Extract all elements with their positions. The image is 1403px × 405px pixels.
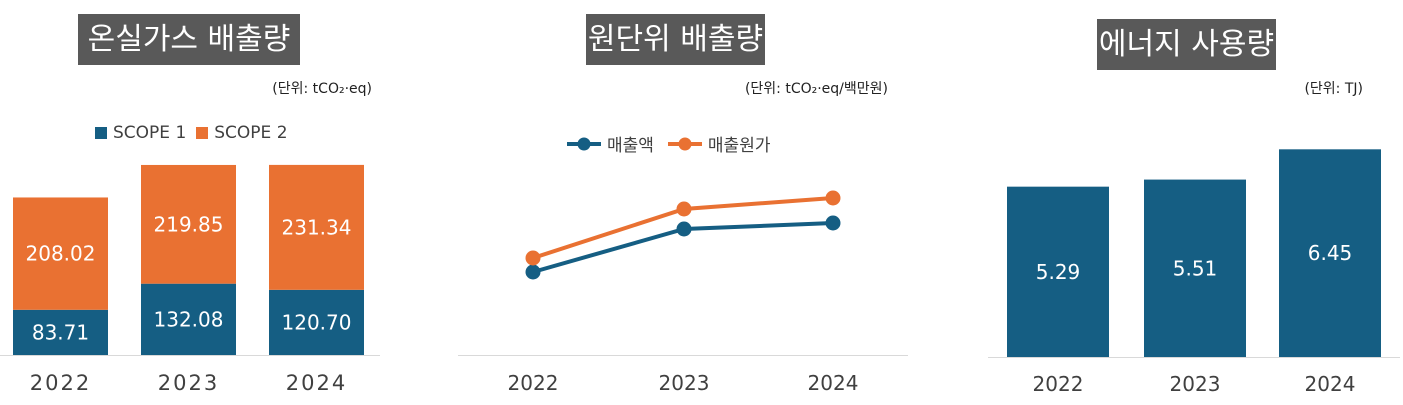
ghg-xtick-2024: 2024 [286, 371, 347, 395]
energy-xtick-2024: 2024 [1305, 372, 1356, 396]
point-sales-2023 [676, 221, 692, 237]
sales-legend-marker [567, 137, 601, 150]
point-cogs-2022 [525, 250, 541, 266]
intensity-xtick-2022: 2022 [508, 371, 559, 395]
bar-scope2-2023 [141, 164, 236, 284]
label-energy-2024: 6.45 [1308, 241, 1353, 265]
bar-scope1-2022 [13, 309, 108, 355]
bar-scope2-2022 [13, 197, 108, 310]
bar-scope2-2024 [269, 164, 364, 290]
bar-energy-2023 [1144, 179, 1246, 357]
label-scope1-2023: 132.08 [154, 307, 224, 331]
legend-scope2: SCOPE 2 [214, 123, 288, 143]
legend-sales: 매출액 [607, 136, 654, 156]
point-cogs-2024 [825, 190, 841, 206]
bar-energy-2024 [1279, 149, 1381, 357]
label-scope1-2024: 120.70 [282, 310, 352, 334]
ghg-unit: (단위: tCO₂·eq) [272, 81, 372, 97]
intensity-xtick-2023: 2023 [659, 371, 710, 395]
bar-scope1-2023 [141, 283, 236, 355]
scope1-swatch [95, 127, 107, 139]
label-scope2-2024: 231.34 [282, 215, 352, 239]
energy-unit: (단위: TJ) [1304, 81, 1363, 97]
intensity-xtick-2024: 2024 [808, 371, 859, 395]
label-energy-2023: 5.51 [1173, 256, 1218, 280]
intensity-unit: (단위: tCO₂·eq/백만원) [744, 81, 888, 97]
bar-scope1-2024 [269, 289, 364, 355]
legend-cogs: 매출원가 [707, 136, 771, 156]
intensity-legend: 매출액 매출원가 [567, 131, 770, 156]
ghg-xtick-2023: 2023 [158, 371, 219, 395]
label-scope1-2022: 83.71 [32, 320, 89, 344]
label-scope2-2022: 208.02 [26, 242, 96, 266]
energy-title: 에너지 사용량 [1097, 19, 1276, 70]
point-sales-2024 [825, 215, 841, 231]
label-scope2-2023: 219.85 [154, 212, 224, 236]
intensity-title: 원단위 배출량 [586, 14, 765, 65]
point-sales-2022 [525, 264, 541, 280]
ghg-xtick-2022: 2022 [30, 371, 91, 395]
point-cogs-2023 [676, 201, 692, 217]
ghg-title: 온실가스 배출량 [78, 14, 300, 65]
ghg-legend: SCOPE 1 SCOPE 2 [95, 123, 288, 143]
energy-xtick-2023: 2023 [1170, 372, 1221, 396]
legend-scope1: SCOPE 1 [113, 123, 187, 143]
bar-energy-2022 [1007, 186, 1109, 357]
scope2-swatch [196, 127, 209, 139]
label-energy-2022: 5.29 [1036, 260, 1081, 284]
energy-xtick-2022: 2022 [1033, 372, 1084, 396]
cogs-legend-marker [667, 137, 702, 150]
